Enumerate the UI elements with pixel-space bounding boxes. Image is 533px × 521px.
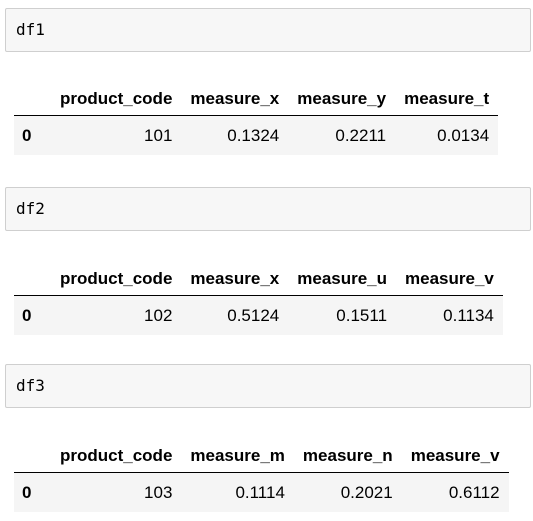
row-index: 0 — [22, 482, 32, 502]
cell-product-code: 101 — [144, 125, 173, 145]
index-header — [14, 82, 51, 116]
code-cell-df1[interactable]: df1 — [5, 8, 531, 52]
cell-measure-u: 0.1511 — [336, 305, 388, 325]
cell-measure-x: 0.1324 — [227, 125, 280, 145]
index-header — [14, 439, 51, 473]
dataframe-table-df3: product_code measure_m measure_n measure… — [14, 439, 509, 512]
column-header-product-code: product_code — [51, 82, 182, 116]
table-header-row: product_code measure_x measure_u measure… — [14, 262, 503, 296]
cell-code-text: df1 — [16, 20, 45, 39]
table-header-row: product_code measure_x measure_y measure… — [14, 82, 499, 116]
row-index: 0 — [22, 305, 32, 325]
column-header-measure-v: measure_v — [396, 262, 503, 296]
column-header-measure-x: measure_x — [181, 262, 289, 296]
cell-measure-y: 0.2211 — [335, 125, 387, 145]
cell-product-code: 102 — [144, 305, 173, 325]
column-header-measure-v: measure_v — [401, 439, 509, 473]
column-header-product-code: product_code — [51, 262, 182, 296]
column-header-product-code: product_code — [51, 439, 182, 473]
column-header-measure-t: measure_t — [395, 82, 499, 116]
column-header-measure-y: measure_y — [288, 82, 396, 116]
cell-code-text: df2 — [16, 199, 45, 218]
column-header-measure-n: measure_n — [293, 439, 402, 473]
code-cell-df3[interactable]: df3 — [5, 364, 531, 408]
index-header — [14, 262, 51, 296]
cell-measure-v: 0.6112 — [448, 482, 500, 502]
cell-product-code: 103 — [144, 482, 173, 502]
cell-measure-t: 0.0134 — [437, 125, 490, 145]
cell-measure-n: 0.2021 — [340, 482, 393, 502]
table-header-row: product_code measure_m measure_n measure… — [14, 439, 509, 473]
column-header-measure-u: measure_u — [288, 262, 397, 296]
dataframe-table-df1: product_code measure_x measure_y measure… — [14, 82, 499, 155]
code-cell-df2[interactable]: df2 — [5, 187, 531, 231]
dataframe-table-df2: product_code measure_x measure_u measure… — [14, 262, 503, 335]
column-header-measure-x: measure_x — [181, 82, 289, 116]
cell-measure-x: 0.5124 — [227, 305, 280, 325]
table-row: 0 103 0.1114 0.2021 0.6112 — [14, 472, 509, 512]
row-index: 0 — [22, 125, 32, 145]
cell-code-text: df3 — [16, 376, 45, 395]
cell-measure-v: 0.1134 — [443, 305, 494, 325]
cell-measure-m: 0.1114 — [235, 482, 285, 502]
table-row: 0 101 0.1324 0.2211 0.0134 — [14, 115, 499, 155]
table-row: 0 102 0.5124 0.1511 0.1134 — [14, 295, 503, 335]
column-header-measure-m: measure_m — [181, 439, 294, 473]
